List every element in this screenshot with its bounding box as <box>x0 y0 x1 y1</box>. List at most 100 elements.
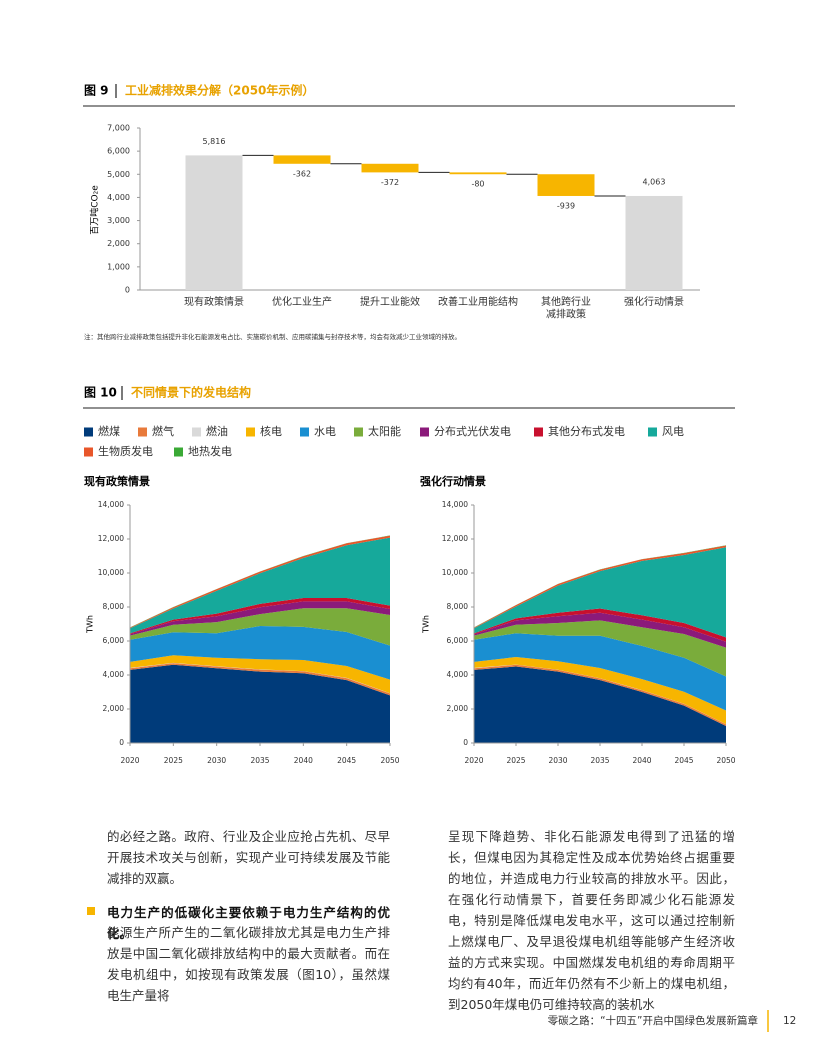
legend-label: 分布式光伏发电 <box>434 424 511 438</box>
y-tick-label: 4,000 <box>447 670 469 679</box>
y-axis-label: TWh <box>86 615 95 634</box>
x-tick-label: 2030 <box>548 756 567 765</box>
y-tick-label: 2,000 <box>107 239 130 248</box>
x-tick-label: 现有政策情景 <box>184 295 244 308</box>
y-tick-label: 4,000 <box>103 670 125 679</box>
bar <box>537 174 595 196</box>
area <box>130 601 390 636</box>
y-tick-label: 0 <box>119 738 124 747</box>
y-tick-label: 4,000 <box>107 193 130 202</box>
legend-label: 燃煤 <box>98 424 120 438</box>
area <box>474 633 726 711</box>
x-tick-label: 2025 <box>164 756 183 765</box>
legend-label: 核电 <box>260 424 282 438</box>
legend-swatch <box>192 427 201 437</box>
area <box>474 608 726 642</box>
area <box>130 608 390 646</box>
x-tick-label: 2040 <box>632 756 651 765</box>
figure-title: 不同情景下的发电结构 <box>131 385 251 400</box>
y-axis-label: TWh <box>422 615 431 634</box>
y-tick-label: 7,000 <box>107 124 130 133</box>
area <box>130 663 390 696</box>
legend-swatch <box>300 427 309 437</box>
y-tick-label: 10,000 <box>442 568 468 577</box>
x-tick-label: 2020 <box>120 756 139 765</box>
legend-swatch <box>174 447 183 457</box>
value-label: -939 <box>557 201 575 210</box>
x-tick-label: 2050 <box>380 756 399 765</box>
legend-label: 燃油 <box>206 424 228 438</box>
y-tick-label: 6,000 <box>103 636 125 645</box>
bar <box>185 155 243 290</box>
value-label: -372 <box>381 178 399 187</box>
figure-number: 图 9 <box>84 84 109 98</box>
legend-label: 地热发电 <box>188 444 232 458</box>
area <box>130 626 390 680</box>
bullet <box>87 907 95 915</box>
x-tick-label: 2050 <box>716 756 735 765</box>
y-tick-label: 6,000 <box>447 636 469 645</box>
area <box>130 664 390 743</box>
legend-label: 生物质发电 <box>98 444 153 458</box>
x-tick-label: 优化工业生产 <box>272 295 332 308</box>
legend-swatch <box>534 427 543 437</box>
y-tick-label: 1,000 <box>107 262 130 271</box>
y-tick-label: 12,000 <box>442 534 468 543</box>
paragraph: 的必经之路。政府、行业及企业应抢占先机、尽早开展技术攻关与创新，实现产业可持续发… <box>107 829 390 886</box>
area <box>474 547 726 638</box>
x-tick-label: 2040 <box>294 756 313 765</box>
figure-title: 工业减排效果分解（2050年示例） <box>125 83 314 98</box>
value-label: 5,816 <box>203 137 226 146</box>
x-tick-label: 提升工业能效 <box>360 295 420 308</box>
x-tick-label: 2045 <box>674 756 693 765</box>
bar <box>361 163 419 173</box>
y-tick-label: 8,000 <box>103 602 125 611</box>
y-tick-label: 2,000 <box>447 704 469 713</box>
y-tick-label: 2,000 <box>103 704 125 713</box>
area <box>474 620 726 677</box>
page-number: 12 <box>783 1015 796 1027</box>
y-tick-label: 0 <box>463 738 468 747</box>
value-label: 4,063 <box>643 177 666 186</box>
paragraph: 呈现下降趋势、非化石能源发电得到了迅猛的增长，但煤电因为其稳定性及成本优势始终占… <box>448 829 735 1012</box>
area <box>474 612 726 648</box>
bar <box>449 172 507 175</box>
legend-swatch <box>84 427 93 437</box>
y-axis-label: 百万吨CO₂e <box>89 185 101 235</box>
legend-label: 水电 <box>314 425 336 438</box>
figure-number: 图 10 <box>84 386 117 400</box>
x-tick-label: 2030 <box>207 756 226 765</box>
area <box>130 598 390 635</box>
legend-swatch <box>354 427 363 437</box>
note: 注：其他跨行业减排政策包括提升非化石能源发电占比、实施碳价机制、应用碳捕集与封存… <box>84 332 461 341</box>
area <box>474 666 726 743</box>
y-tick-label: 14,000 <box>442 500 468 509</box>
x-tick-label: 其他跨行业减排政策 <box>541 295 591 321</box>
area <box>130 655 390 694</box>
legend-label: 燃气 <box>152 424 174 438</box>
x-tick-label: 2035 <box>590 756 609 765</box>
x-tick-label: 2020 <box>464 756 483 765</box>
x-tick-label: 改善工业用能结构 <box>438 295 518 308</box>
value-label: -80 <box>471 180 484 189</box>
y-tick-label: 6,000 <box>107 147 130 156</box>
y-tick-label: 5,000 <box>107 170 130 179</box>
legend-swatch <box>648 427 657 437</box>
y-tick-label: 10,000 <box>98 568 124 577</box>
paragraph: 能源生产所产生的二氧化碳排放尤其是电力生产排放是中国二氧化碳排放结构中的最大贡献… <box>107 925 390 1003</box>
paragraph-heading: 电力生产的低碳化主要依赖于电力生产结构的优化。 <box>107 905 390 941</box>
y-tick-label: 8,000 <box>447 602 469 611</box>
footer-text: 零碳之路：“十四五”开启中国绿色发展新篇章 <box>548 1014 758 1027</box>
area <box>474 657 726 725</box>
y-tick-label: 0 <box>125 286 130 295</box>
y-tick-label: 3,000 <box>107 216 130 225</box>
y-tick-label: 12,000 <box>98 534 124 543</box>
y-tick-label: 14,000 <box>98 500 124 509</box>
chart-title: 强化行动情景 <box>420 474 486 488</box>
legend-swatch <box>84 447 93 457</box>
x-tick-label: 强化行动情景 <box>624 295 684 308</box>
legend-swatch <box>246 427 255 437</box>
legend-label: 太阳能 <box>368 424 401 438</box>
